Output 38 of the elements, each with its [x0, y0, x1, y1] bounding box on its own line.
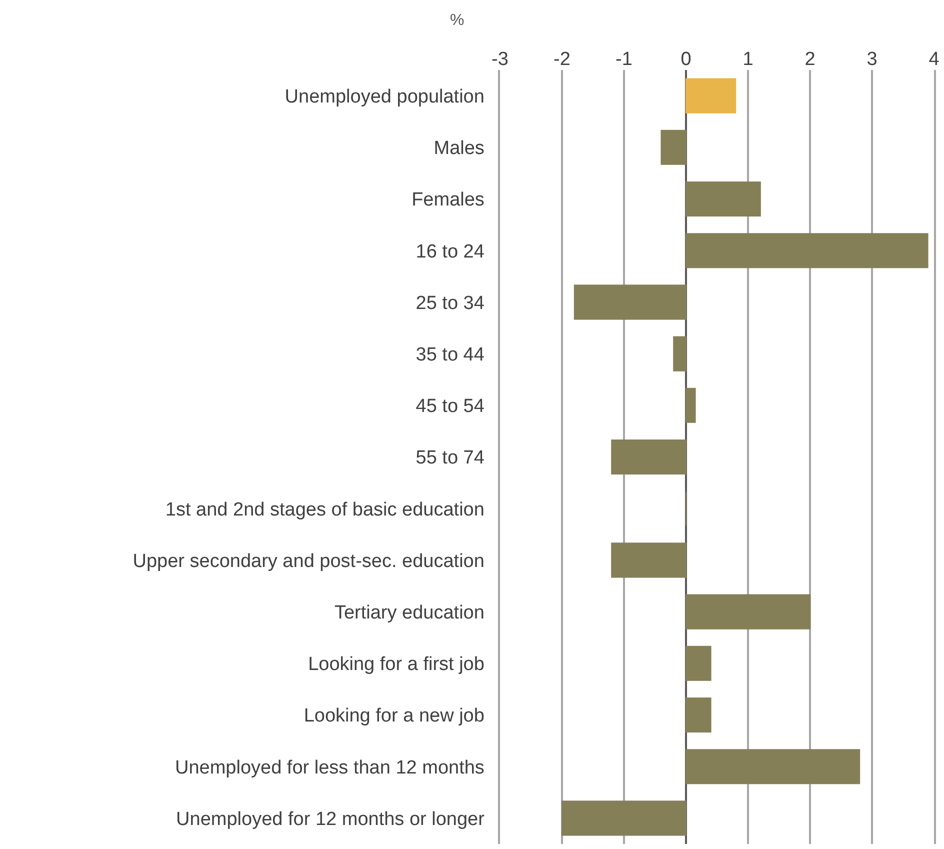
x-tick-label: 4 [928, 49, 940, 70]
bar [562, 800, 686, 836]
bar [686, 233, 928, 268]
x-tick-label: 2 [804, 49, 816, 70]
x-tick-label: 3 [866, 49, 878, 70]
bar [686, 78, 736, 114]
y-tick-label: 45 to 54 [416, 396, 485, 418]
bar [686, 594, 810, 630]
y-tick-label: 1st and 2nd stages of basic education [165, 499, 484, 520]
y-tick-label: Tertiary education [334, 602, 484, 624]
x-tick-label: -1 [616, 49, 632, 70]
y-tick-label: Females [412, 190, 484, 211]
bar [574, 284, 686, 320]
x-tick-label: 1 [742, 49, 754, 70]
y-tick-label: 55 to 74 [416, 448, 485, 469]
bar [673, 336, 686, 372]
y-tick-label: Males [434, 138, 484, 160]
y-tick-label: Looking for a first job [308, 654, 484, 676]
y-tick-label: Unemployed for 12 months or longer [176, 808, 486, 830]
bar [686, 181, 761, 217]
bar [611, 439, 686, 475]
y-tick-label: Unemployed for less than 12 months [174, 757, 484, 778]
y-tick-label: 25 to 34 [416, 292, 485, 314]
y-tick-label: 16 to 24 [416, 241, 485, 262]
bar [660, 130, 686, 165]
y-tick-label: Upper secondary and post-sec. education [132, 550, 484, 572]
x-axis-title: % [450, 12, 464, 29]
y-tick-label: Looking for a new job [304, 706, 484, 727]
bar [611, 542, 686, 578]
x-tick-label: -2 [554, 49, 570, 70]
y-tick-label: Unemployed population [284, 86, 484, 108]
bar [686, 749, 860, 784]
bar [686, 697, 712, 733]
x-tick-label: 0 [680, 49, 692, 70]
bar [686, 388, 696, 423]
x-tick-label: -3 [492, 49, 508, 70]
bar [686, 646, 712, 681]
y-tick-label: 35 to 44 [416, 344, 485, 366]
